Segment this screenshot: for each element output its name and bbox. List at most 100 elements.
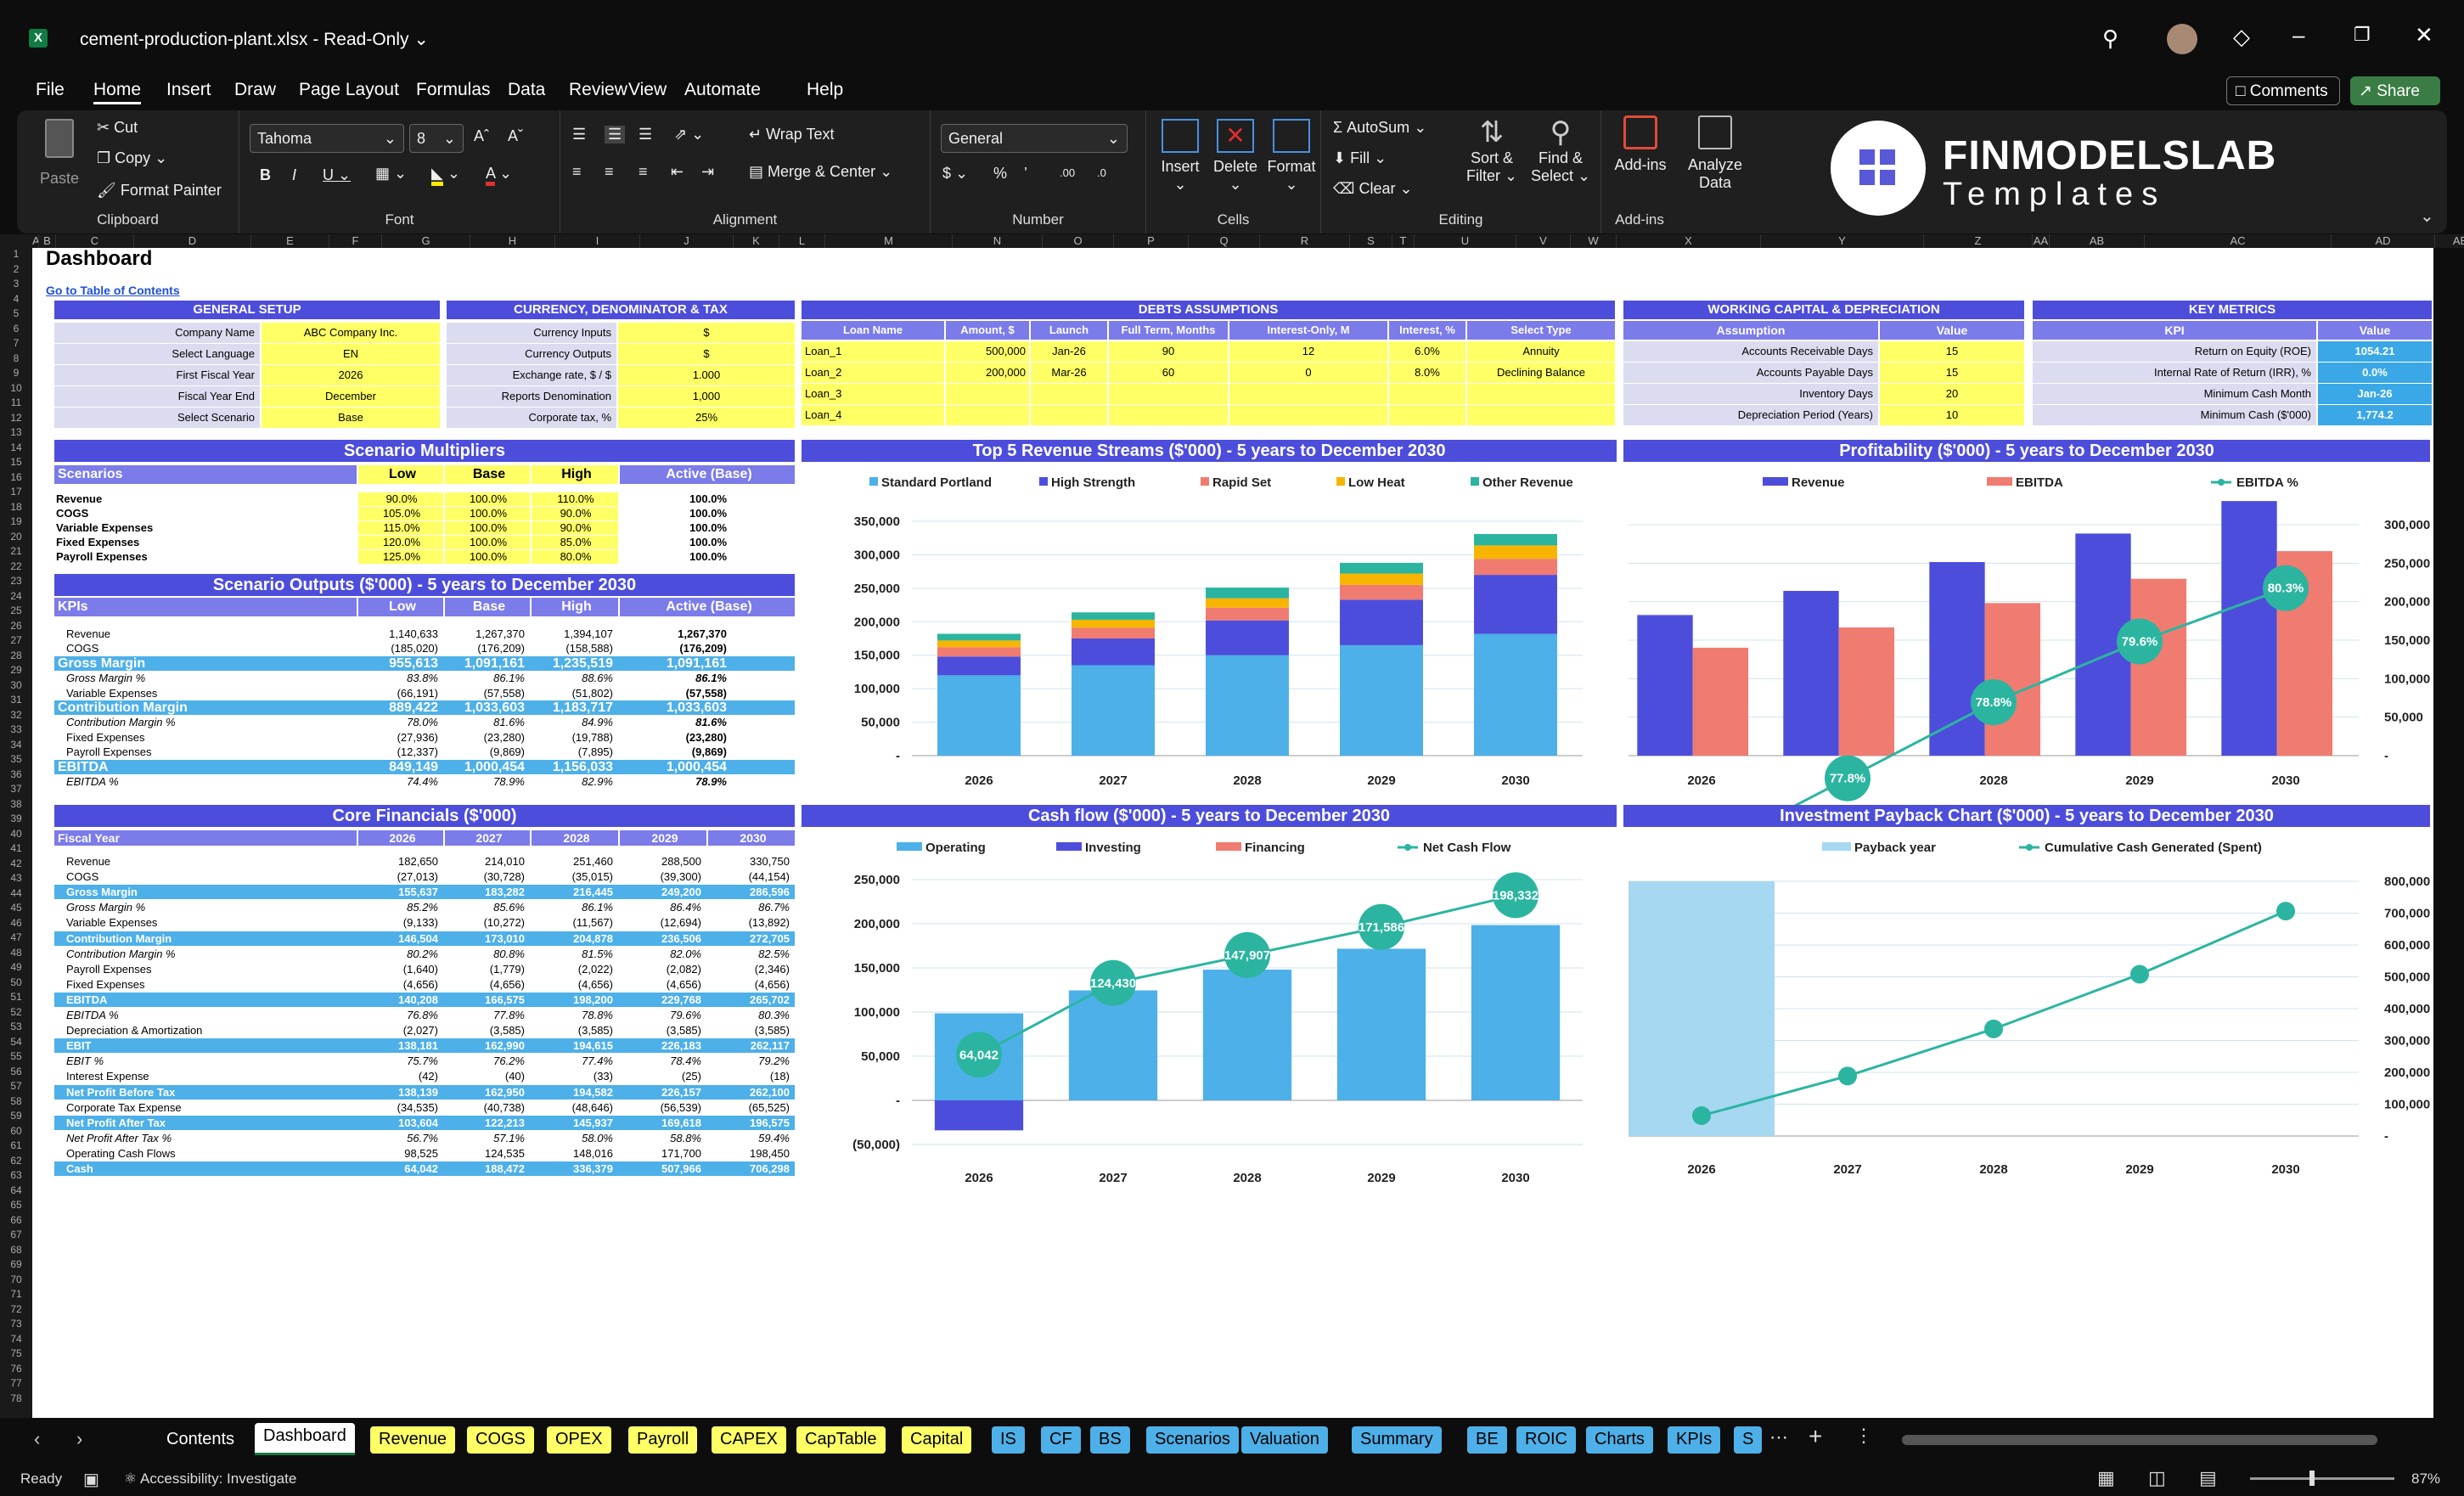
- decrease-font-icon[interactable]: Aˇ: [508, 127, 523, 144]
- scenario-value[interactable]: 100.0%: [445, 550, 530, 564]
- loan-value[interactable]: [1467, 384, 1615, 404]
- scenario-value[interactable]: 100.0%: [445, 492, 530, 506]
- currency-value[interactable]: 25%: [618, 408, 795, 428]
- column-header-cell[interactable]: AB: [2050, 234, 2145, 248]
- decrease-indent-icon[interactable]: ⇤: [671, 163, 684, 180]
- row-number[interactable]: 9: [13, 367, 20, 379]
- row-number[interactable]: 32: [10, 708, 22, 721]
- italic-icon[interactable]: I: [292, 166, 297, 183]
- setup-value[interactable]: ABC Company Inc.: [262, 323, 440, 343]
- column-header-cell[interactable]: T: [1392, 234, 1415, 248]
- loan-value[interactable]: 6.0%: [1389, 341, 1465, 362]
- row-number[interactable]: 66: [10, 1213, 22, 1226]
- row-number[interactable]: 24: [10, 589, 22, 602]
- align-middle-icon[interactable]: ☰: [605, 126, 626, 143]
- row-number[interactable]: 45: [10, 902, 22, 914]
- tab-options-icon[interactable]: ⋮: [1854, 1425, 1873, 1446]
- setup-value[interactable]: 2026: [262, 365, 440, 385]
- row-number[interactable]: 35: [10, 753, 22, 765]
- paste-button[interactable]: Paste: [36, 119, 83, 204]
- menu-formulas[interactable]: Formulas: [416, 80, 491, 99]
- find-select-button[interactable]: ⚲ Find & Select ⌄: [1528, 115, 1593, 185]
- search-icon[interactable]: ⚲: [2102, 25, 2119, 51]
- row-number[interactable]: 7: [13, 337, 20, 349]
- column-header-cell[interactable]: G: [382, 234, 470, 248]
- column-header-cell[interactable]: J: [640, 234, 734, 248]
- window-title[interactable]: cement-production-plant.xlsx - Read-Only…: [80, 30, 429, 49]
- column-header-cell[interactable]: R: [1260, 234, 1350, 248]
- loan-value[interactable]: Jan-26: [1031, 341, 1107, 362]
- underline-icon[interactable]: U ⌄: [323, 166, 352, 183]
- column-header-cell[interactable]: E: [251, 234, 329, 248]
- wrap-text-button[interactable]: ↵ Wrap Text: [749, 126, 835, 143]
- column-header-cell[interactable]: W: [1571, 234, 1617, 248]
- increase-font-icon[interactable]: Aˆ: [474, 127, 489, 144]
- more-sheets-icon[interactable]: ⋯: [1769, 1426, 1788, 1448]
- font-name-select[interactable]: Tahoma ⌄: [250, 124, 404, 153]
- page-layout-icon[interactable]: ◫: [2148, 1467, 2166, 1488]
- scenario-value[interactable]: 110.0%: [532, 492, 618, 506]
- setup-value[interactable]: Base: [262, 408, 440, 428]
- row-number[interactable]: 54: [10, 1035, 22, 1048]
- scenario-value[interactable]: 90.0%: [532, 521, 618, 535]
- row-number[interactable]: 8: [13, 352, 20, 364]
- row-number[interactable]: 62: [10, 1154, 22, 1167]
- avatar[interactable]: [2167, 24, 2197, 54]
- fill-color-icon[interactable]: ◣ ⌄: [431, 165, 460, 186]
- row-number[interactable]: 65: [10, 1199, 22, 1211]
- row-number[interactable]: 60: [10, 1124, 22, 1137]
- loan-value[interactable]: [1229, 384, 1387, 404]
- accessibility-status[interactable]: ⚛ Accessibility: Investigate: [124, 1471, 297, 1487]
- diamond-icon[interactable]: ◇: [2233, 24, 2250, 49]
- row-number[interactable]: 34: [10, 738, 22, 751]
- tab-capex[interactable]: CAPEX: [712, 1426, 786, 1454]
- wc-value[interactable]: 20: [1880, 384, 2024, 404]
- align-left-icon[interactable]: ≡: [572, 163, 582, 180]
- prev-sheet-icon[interactable]: ‹: [34, 1428, 41, 1449]
- bold-icon[interactable]: B: [260, 166, 271, 183]
- addins-button[interactable]: Add-ins: [1608, 115, 1673, 174]
- tab-bs[interactable]: BS: [1090, 1426, 1130, 1454]
- row-number[interactable]: 21: [10, 545, 22, 557]
- row-number[interactable]: 25: [10, 605, 22, 616]
- loan-value[interactable]: [1229, 405, 1387, 425]
- scenario-value[interactable]: 100.0%: [445, 521, 530, 535]
- row-number[interactable]: 70: [10, 1273, 22, 1285]
- loan-value[interactable]: [946, 405, 1029, 425]
- row-number[interactable]: 44: [10, 886, 22, 899]
- tab-summary[interactable]: Summary: [1352, 1426, 1442, 1454]
- row-number[interactable]: 69: [10, 1258, 22, 1270]
- row-number[interactable]: 39: [10, 813, 22, 824]
- row-number[interactable]: 13: [10, 426, 22, 438]
- loan-value[interactable]: 60: [1109, 363, 1228, 383]
- ribbon-collapse-icon[interactable]: ⌄: [2420, 207, 2434, 226]
- row-number[interactable]: 12: [10, 411, 22, 424]
- row-number[interactable]: 73: [10, 1318, 22, 1330]
- row-number[interactable]: 77: [10, 1377, 22, 1389]
- tab-cogs[interactable]: COGS: [467, 1426, 534, 1454]
- row-number[interactable]: 74: [10, 1332, 22, 1345]
- row-number[interactable]: 53: [10, 1021, 22, 1032]
- tab-be[interactable]: BE: [1467, 1426, 1507, 1454]
- merge-center-button[interactable]: ▤ Merge & Center ⌄: [749, 163, 893, 180]
- row-number[interactable]: 15: [10, 456, 22, 468]
- row-number[interactable]: 33: [10, 723, 22, 735]
- row-number[interactable]: 4: [13, 292, 20, 305]
- scenario-value[interactable]: 100.0%: [445, 536, 530, 549]
- zoom-handle[interactable]: [2309, 1471, 2315, 1486]
- tab-dashboard[interactable]: Dashboard: [255, 1423, 355, 1455]
- loan-value[interactable]: [1031, 384, 1107, 404]
- row-number[interactable]: 49: [10, 961, 22, 973]
- loan-value[interactable]: Mar-26: [1031, 363, 1107, 383]
- row-number[interactable]: 27: [10, 634, 22, 646]
- tab-revenue[interactable]: Revenue: [370, 1426, 456, 1454]
- align-center-icon[interactable]: ≡: [605, 163, 614, 180]
- currency-value[interactable]: $: [618, 323, 795, 343]
- tab-scenarios[interactable]: Scenarios: [1146, 1426, 1239, 1454]
- row-number[interactable]: 19: [10, 515, 22, 527]
- row-number[interactable]: 2: [13, 262, 20, 275]
- increase-decimal-icon[interactable]: .00: [1060, 166, 1076, 179]
- row-number[interactable]: 76: [10, 1362, 22, 1375]
- row-number[interactable]: 71: [10, 1288, 22, 1300]
- number-format-select[interactable]: General ⌄: [941, 124, 1128, 153]
